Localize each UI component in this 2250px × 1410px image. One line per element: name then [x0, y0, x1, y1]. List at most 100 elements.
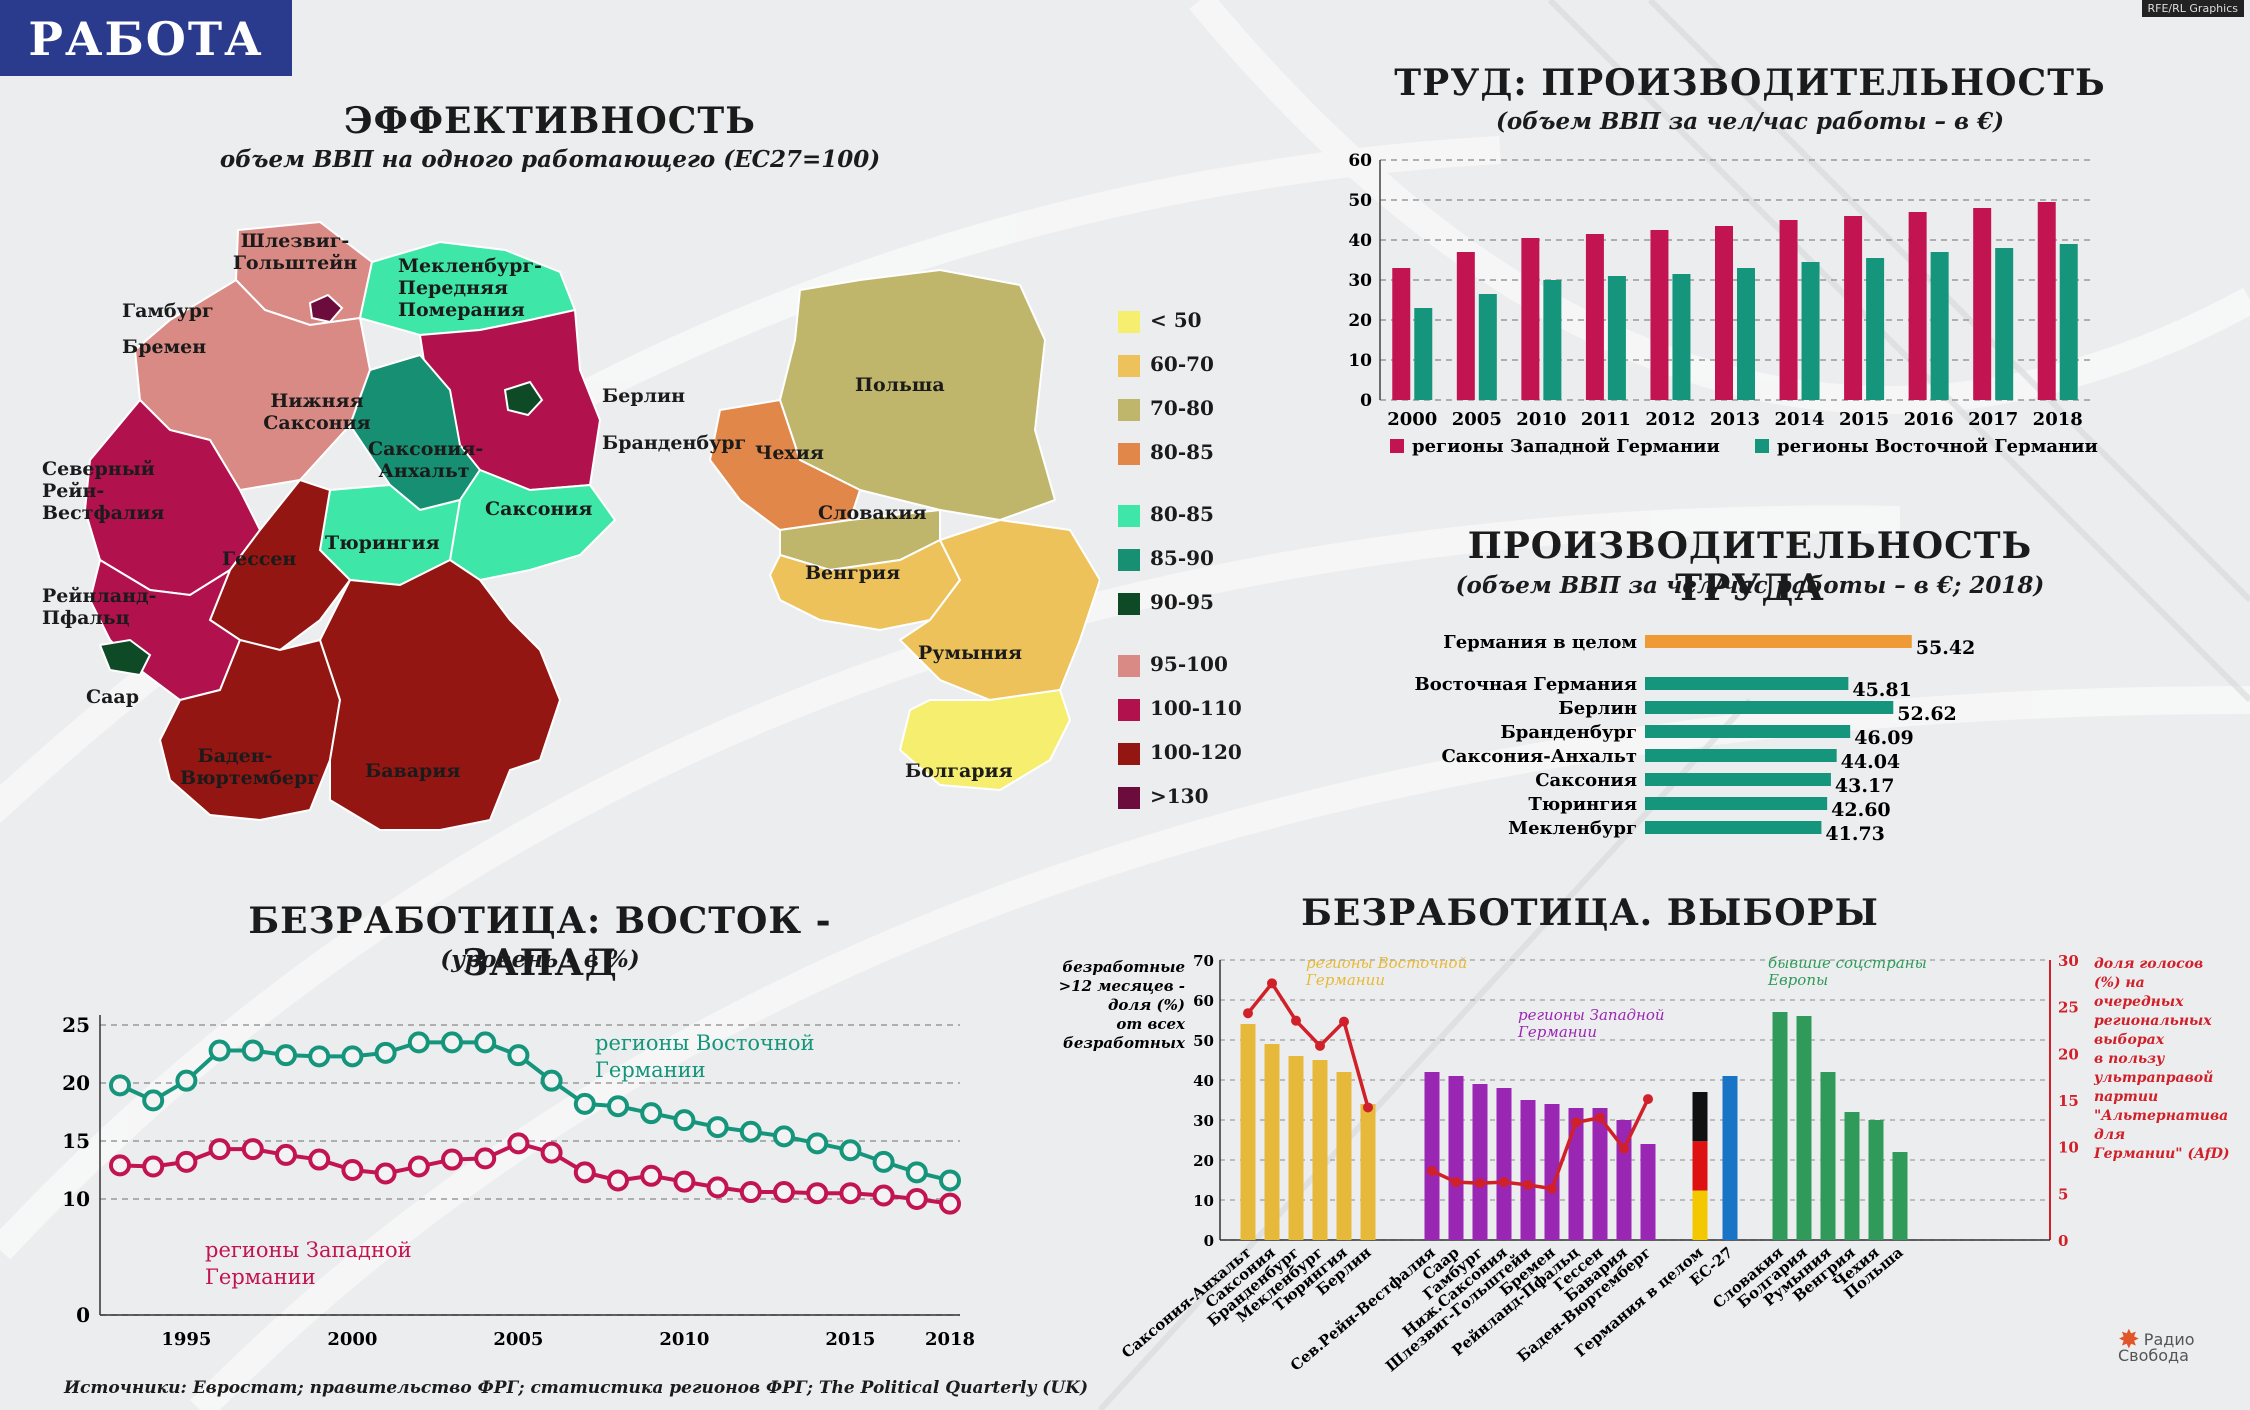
afd-line-east: [1246, 980, 1370, 1108]
data-point: [839, 1139, 862, 1162]
sources-note: Источники: Евростат; правительство ФРГ; …: [64, 1378, 1088, 1398]
elections-chart: 010203040506070051015202530Саксония-Анха…: [1059, 952, 2230, 1375]
unemployment-chart: 0 10 15 20 25 1995 2000 2005 2010 2015 2018 регионы…: [62, 1013, 975, 1350]
data-point: [573, 1092, 596, 1115]
data-point: [507, 1044, 530, 1067]
data-point: [872, 1150, 895, 1173]
data-point: [341, 1045, 364, 1068]
bar: [1448, 1076, 1464, 1240]
legend-swatch: [1390, 439, 1404, 453]
x-tick-label: 2013: [1710, 409, 1760, 430]
legend-swatch: [1118, 548, 1140, 571]
hbar: [1645, 821, 1822, 834]
data-point: [308, 1045, 331, 1068]
data-point: [208, 1039, 231, 1062]
x-tick-label: 2010: [1516, 409, 1566, 430]
afd-point: [1595, 1112, 1605, 1123]
bar-west: [1585, 234, 1604, 400]
legend-item: 60-70: [1118, 352, 1214, 377]
bar-category-label: Германия в целом: [1443, 632, 1637, 653]
bar-west: [2037, 202, 2056, 400]
data-point: [806, 1132, 829, 1155]
y2-tick-label: 25: [2058, 999, 2079, 1017]
hbar: [1645, 797, 1828, 810]
afd-point: [1547, 1183, 1557, 1194]
y-tick-label: 0: [76, 1303, 90, 1327]
hbar: [1645, 635, 1912, 648]
bar: [1312, 1060, 1328, 1240]
bar-east: [1866, 258, 1885, 400]
series-label-west: регионы Западной Германии: [205, 1238, 412, 1289]
map-label-thuringia: Тюрингия: [325, 532, 440, 554]
region-bavaria: [318, 558, 562, 831]
legend-item: 80-85: [1118, 440, 1214, 465]
data-point: [275, 1143, 297, 1166]
legend-label: 95-100: [1150, 652, 1228, 676]
afd-point: [1427, 1165, 1437, 1176]
bar-east: [1543, 280, 1562, 400]
bar-value-label: 46.09: [1854, 727, 1914, 749]
data-point: [407, 1031, 430, 1054]
x-tick-label: 2000: [327, 1329, 377, 1350]
legend-label: 70-80: [1150, 396, 1214, 420]
series-label-line: Германии: [205, 1265, 316, 1289]
y-tick-label: 20: [1193, 1152, 1214, 1170]
map-label-saxony-anhalt: Саксония-Анхальт: [368, 438, 484, 482]
legend-swatch: [1118, 698, 1140, 721]
data-point: [540, 1069, 563, 1092]
right-axis-label-line: доля голосов: [2094, 956, 2203, 972]
hbar: [1645, 701, 1894, 714]
bar-flag-gold: [1692, 1190, 1708, 1240]
afd-point: [1571, 1117, 1581, 1128]
group-label-line: Германии: [1305, 971, 1385, 989]
x-tick-label: 2005: [493, 1329, 543, 1350]
legend-label: 80-85: [1150, 502, 1214, 526]
x-tick-label: 1995: [161, 1329, 211, 1350]
bar-category-label: Берлин: [1558, 698, 1637, 719]
data-point: [540, 1141, 563, 1164]
series-label-line: регионы Восточной: [595, 1031, 815, 1055]
data-point: [374, 1162, 397, 1185]
map-label-czechia: Чехия: [755, 442, 824, 464]
map-label-hesse: Гессен: [222, 548, 297, 570]
x-tick-label: 2014: [1774, 409, 1824, 430]
data-point: [905, 1161, 928, 1184]
series-label-east: регионы Восточной Германии: [595, 1031, 815, 1082]
hbar: [1645, 725, 1851, 738]
legend-label: 85-90: [1150, 546, 1214, 570]
afd-point: [1339, 1016, 1349, 1027]
data-point: [673, 1170, 696, 1193]
data-point: [607, 1169, 629, 1192]
region-map: [83, 220, 1100, 831]
legend-item: 80-85: [1118, 502, 1214, 527]
legend-swatch: [1118, 354, 1140, 377]
map-label-brandenburg: Бранденбург: [602, 432, 747, 454]
bar-west: [1715, 226, 1733, 400]
left-axis-label-line: безработных: [1063, 1034, 1186, 1052]
region-saar: [98, 638, 152, 677]
bar-value-label: 52.62: [1897, 703, 1957, 725]
data-point: [640, 1102, 663, 1125]
group-label-east: регионы Восточной Германии: [1305, 954, 1467, 989]
data-point: [773, 1181, 795, 1204]
y2-tick-label: 0: [2058, 1232, 2068, 1250]
data-point: [773, 1125, 795, 1148]
data-point: [407, 1155, 430, 1178]
productivity2018-title: ПРОИЗВОДИТЕЛЬНОСТЬ ТРУДА: [1467, 525, 2033, 609]
group-label-ex-soviet: бывшие соцстраны Европы: [1767, 954, 1927, 989]
bar-east: [1930, 252, 1949, 400]
map-label-bavaria: Бавария: [365, 760, 461, 782]
data-point: [607, 1095, 629, 1118]
bar-east: [2059, 244, 2078, 400]
y2-tick-label: 5: [2058, 1185, 2068, 1203]
right-axis-label-line: партии: [2094, 1089, 2158, 1105]
bar-category-label: Восточная Германия: [1414, 674, 1637, 695]
data-point: [507, 1132, 530, 1155]
x-tick-label: 2005: [1452, 409, 1502, 430]
afd-point: [1475, 1178, 1485, 1189]
y-tick-label: 25: [62, 1013, 90, 1037]
section-badge: РАБОТА: [0, 0, 292, 76]
map-label-hamburg: Гамбург: [122, 300, 214, 322]
data-point: [673, 1109, 696, 1132]
right-axis-label-line: (%) на: [2094, 975, 2145, 991]
